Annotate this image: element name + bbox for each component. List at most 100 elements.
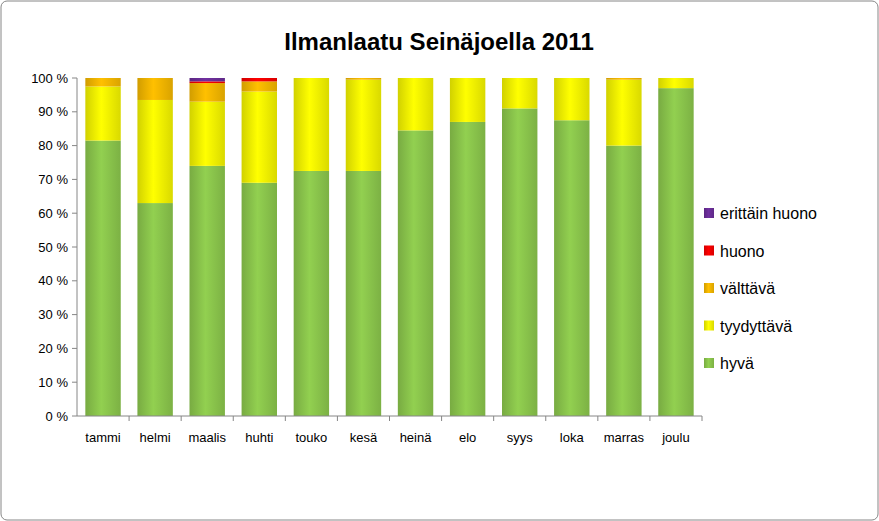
x-tick bbox=[545, 416, 546, 421]
bars bbox=[85, 78, 693, 416]
bar-segment bbox=[450, 78, 485, 79]
bar-segment bbox=[190, 102, 225, 166]
legend-label: välttävä bbox=[720, 280, 775, 297]
bar-segment bbox=[85, 78, 120, 79]
bar-segment bbox=[554, 78, 589, 79]
x-tick-label: heinä bbox=[400, 430, 433, 445]
y-tick-label: 70 % bbox=[38, 172, 68, 187]
y-tick bbox=[72, 78, 77, 79]
bar-segment bbox=[398, 130, 433, 416]
bar-segment bbox=[606, 78, 641, 80]
y-tick-label: 40 % bbox=[38, 273, 68, 288]
y-tick bbox=[72, 314, 77, 315]
bar-segment bbox=[450, 122, 485, 416]
bar-segment bbox=[450, 78, 485, 79]
bar-segment bbox=[658, 78, 693, 79]
bar-segment bbox=[190, 83, 225, 102]
bar-segment bbox=[502, 108, 537, 416]
legend-swatch bbox=[704, 321, 714, 331]
y-tick bbox=[72, 111, 77, 112]
bar-segment bbox=[190, 78, 225, 81]
x-tick-label: elo bbox=[459, 430, 476, 445]
bar-segment bbox=[606, 78, 641, 79]
bar-segment bbox=[502, 78, 537, 79]
bar-segment bbox=[554, 78, 589, 79]
y-tick-label: 10 % bbox=[38, 375, 68, 390]
x-tick-label: tammi bbox=[85, 430, 121, 445]
x-tick-label: joulu bbox=[661, 430, 689, 445]
bar-segment bbox=[658, 88, 693, 416]
x-tick-label: maalis bbox=[188, 430, 226, 445]
legend-label: tyydyttävä bbox=[720, 318, 792, 335]
y-tick bbox=[72, 348, 77, 349]
bar-segment bbox=[242, 78, 277, 81]
bar-segment bbox=[346, 80, 381, 171]
y-tick bbox=[72, 280, 77, 281]
y-tick bbox=[72, 213, 77, 214]
bar-segment bbox=[346, 171, 381, 416]
bar-segment bbox=[346, 78, 381, 80]
bar-segment bbox=[554, 78, 589, 120]
bar-segment bbox=[450, 78, 485, 79]
x-tick-label: marras bbox=[604, 430, 645, 445]
bar-segment bbox=[346, 78, 381, 79]
bar-segment bbox=[606, 146, 641, 416]
bar-segment bbox=[137, 78, 172, 79]
bar-segment bbox=[137, 203, 172, 416]
bar-segment bbox=[242, 78, 277, 79]
y-tick-label: 20 % bbox=[38, 341, 68, 356]
bar-segment bbox=[242, 183, 277, 416]
y-tick bbox=[72, 145, 77, 146]
y-tick-label: 90 % bbox=[38, 104, 68, 119]
y-tick-label: 30 % bbox=[38, 307, 68, 322]
bar-segment bbox=[85, 86, 120, 140]
chart: Ilmanlaatu Seinäjoella 20110 %10 %20 %30… bbox=[0, 0, 879, 521]
bar-segment bbox=[137, 78, 172, 100]
y-tick bbox=[72, 382, 77, 383]
legend: erittäin huono huono välttävä tyydyttävä hyv… bbox=[704, 205, 817, 372]
bar-segment bbox=[398, 78, 433, 130]
bar-segment bbox=[294, 78, 329, 171]
bar-segment bbox=[554, 120, 589, 416]
bar-segment bbox=[606, 78, 641, 79]
legend-swatch bbox=[704, 208, 714, 218]
x-tick bbox=[441, 416, 442, 421]
bar-segment bbox=[606, 80, 641, 146]
y-tick-label: 60 % bbox=[38, 206, 68, 221]
x-tick-label: huhti bbox=[245, 430, 273, 445]
bar-segment bbox=[346, 78, 381, 79]
bar-segment bbox=[85, 141, 120, 416]
y-axis-line bbox=[77, 78, 78, 416]
legend-label: huono bbox=[720, 243, 765, 260]
x-tick-label: loka bbox=[560, 430, 585, 445]
bar-segment bbox=[242, 81, 277, 91]
x-tick bbox=[233, 416, 234, 421]
x-tick bbox=[181, 416, 182, 421]
legend-label: erittäin huono bbox=[720, 205, 817, 222]
x-tick bbox=[649, 416, 650, 421]
x-tick bbox=[597, 416, 598, 421]
legend-label: hyvä bbox=[720, 355, 754, 372]
bar-segment bbox=[294, 78, 329, 79]
bar-segment bbox=[502, 78, 537, 79]
bar-segment bbox=[242, 92, 277, 183]
bar-segment bbox=[85, 78, 120, 79]
bar-segment bbox=[502, 78, 537, 79]
bar-segment bbox=[85, 78, 120, 86]
bar-segment bbox=[294, 78, 329, 79]
bar-segment bbox=[398, 78, 433, 79]
chart-frame bbox=[1, 1, 878, 520]
x-axis: tammihelmimaalishuhtitoukokesäheinäelosy… bbox=[85, 416, 702, 445]
x-tick bbox=[337, 416, 338, 421]
bar-segment bbox=[398, 78, 433, 79]
bar-segment bbox=[658, 78, 693, 79]
chart-title: Ilmanlaatu Seinäjoella 2011 bbox=[284, 28, 594, 55]
bar-segment bbox=[190, 81, 225, 83]
x-tick bbox=[389, 416, 390, 421]
bar-segment bbox=[450, 78, 485, 122]
bar-segment bbox=[658, 78, 693, 79]
x-tick-label: helmi bbox=[140, 430, 171, 445]
y-tick bbox=[72, 179, 77, 180]
bar-segment bbox=[658, 78, 693, 88]
x-tick-label: kesä bbox=[350, 430, 378, 445]
